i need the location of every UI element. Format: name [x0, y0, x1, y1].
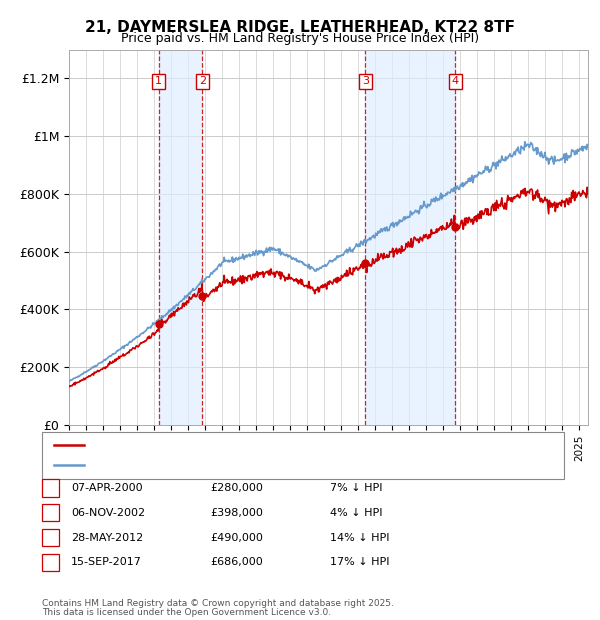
- Text: 21, DAYMERSLEA RIDGE, LEATHERHEAD, KT22 8TF (detached house): 21, DAYMERSLEA RIDGE, LEATHERHEAD, KT22 …: [87, 440, 443, 450]
- Text: 14% ↓ HPI: 14% ↓ HPI: [330, 533, 389, 542]
- Text: 1: 1: [155, 76, 162, 86]
- Text: 3: 3: [362, 76, 369, 86]
- Text: 21, DAYMERSLEA RIDGE, LEATHERHEAD, KT22 8TF: 21, DAYMERSLEA RIDGE, LEATHERHEAD, KT22 …: [85, 20, 515, 35]
- Text: 4: 4: [452, 76, 459, 86]
- Text: 15-SEP-2017: 15-SEP-2017: [71, 557, 142, 567]
- Text: This data is licensed under the Open Government Licence v3.0.: This data is licensed under the Open Gov…: [42, 608, 331, 617]
- Text: 07-APR-2000: 07-APR-2000: [71, 483, 142, 493]
- Text: 1: 1: [47, 483, 54, 493]
- Text: 2: 2: [47, 508, 54, 518]
- Text: £490,000: £490,000: [210, 533, 263, 542]
- Text: Price paid vs. HM Land Registry's House Price Index (HPI): Price paid vs. HM Land Registry's House …: [121, 32, 479, 45]
- Text: 3: 3: [47, 533, 54, 542]
- Text: £686,000: £686,000: [210, 557, 263, 567]
- Text: 2: 2: [199, 76, 206, 86]
- Text: 4% ↓ HPI: 4% ↓ HPI: [330, 508, 383, 518]
- Bar: [365, 50, 455, 425]
- Text: 7% ↓ HPI: 7% ↓ HPI: [330, 483, 383, 493]
- Text: 06-NOV-2002: 06-NOV-2002: [71, 508, 145, 518]
- Text: 4: 4: [47, 557, 54, 567]
- Text: £280,000: £280,000: [210, 483, 263, 493]
- Text: 17% ↓ HPI: 17% ↓ HPI: [330, 557, 389, 567]
- Text: HPI: Average price, detached house, Mole Valley: HPI: Average price, detached house, Mole…: [87, 460, 339, 470]
- Bar: [158, 50, 202, 425]
- Text: 28-MAY-2012: 28-MAY-2012: [71, 533, 143, 542]
- Text: £398,000: £398,000: [210, 508, 263, 518]
- Text: Contains HM Land Registry data © Crown copyright and database right 2025.: Contains HM Land Registry data © Crown c…: [42, 598, 394, 608]
